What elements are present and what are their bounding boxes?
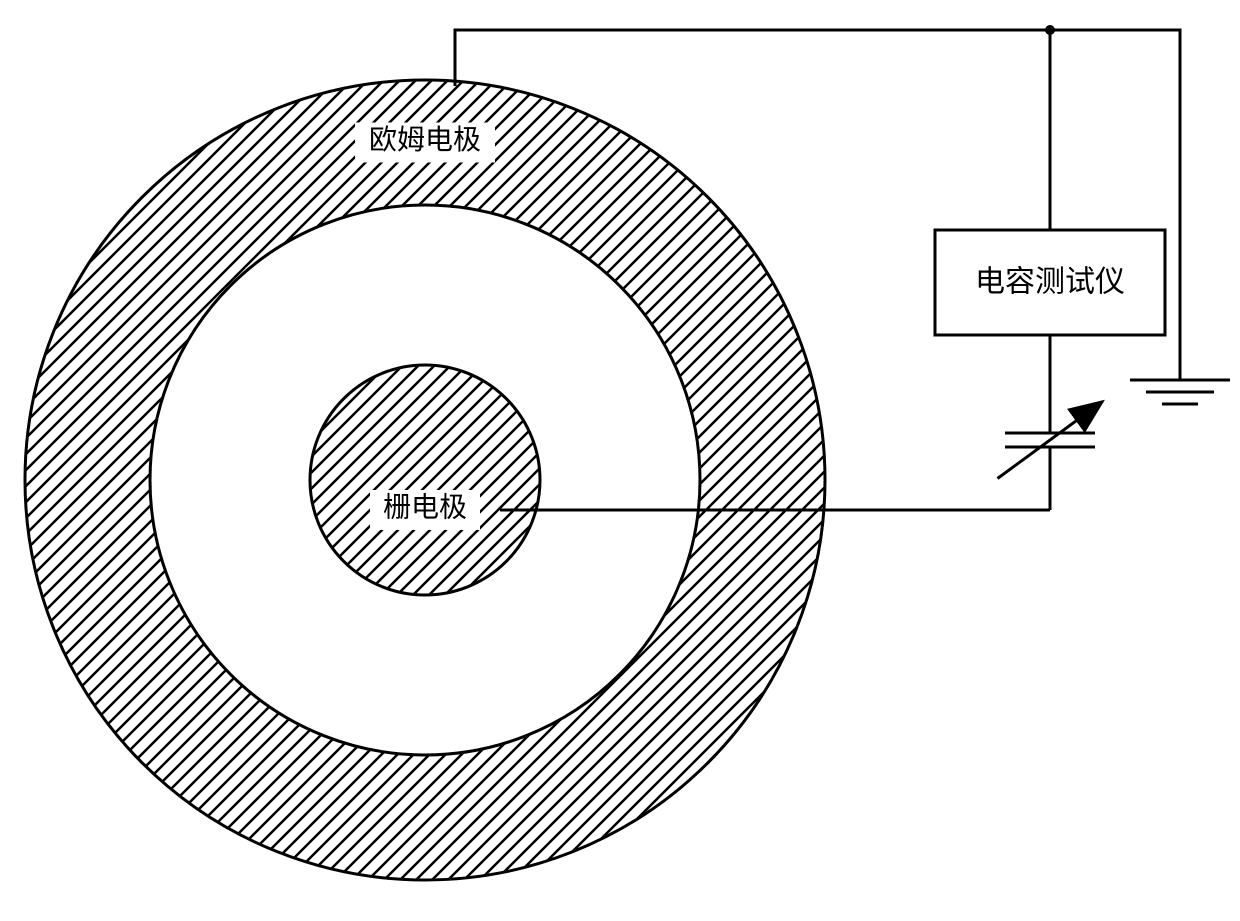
capacitance-tester-label: 电容测试仪 [975, 265, 1125, 298]
gate-electrode-disk [310, 365, 540, 595]
outer-electrode-label: 欧姆电极 [369, 124, 481, 156]
circuit-diagram: 欧姆电极 栅电极 电容测试仪 [0, 0, 1240, 921]
gate-electrode-label: 栅电极 [383, 491, 467, 523]
